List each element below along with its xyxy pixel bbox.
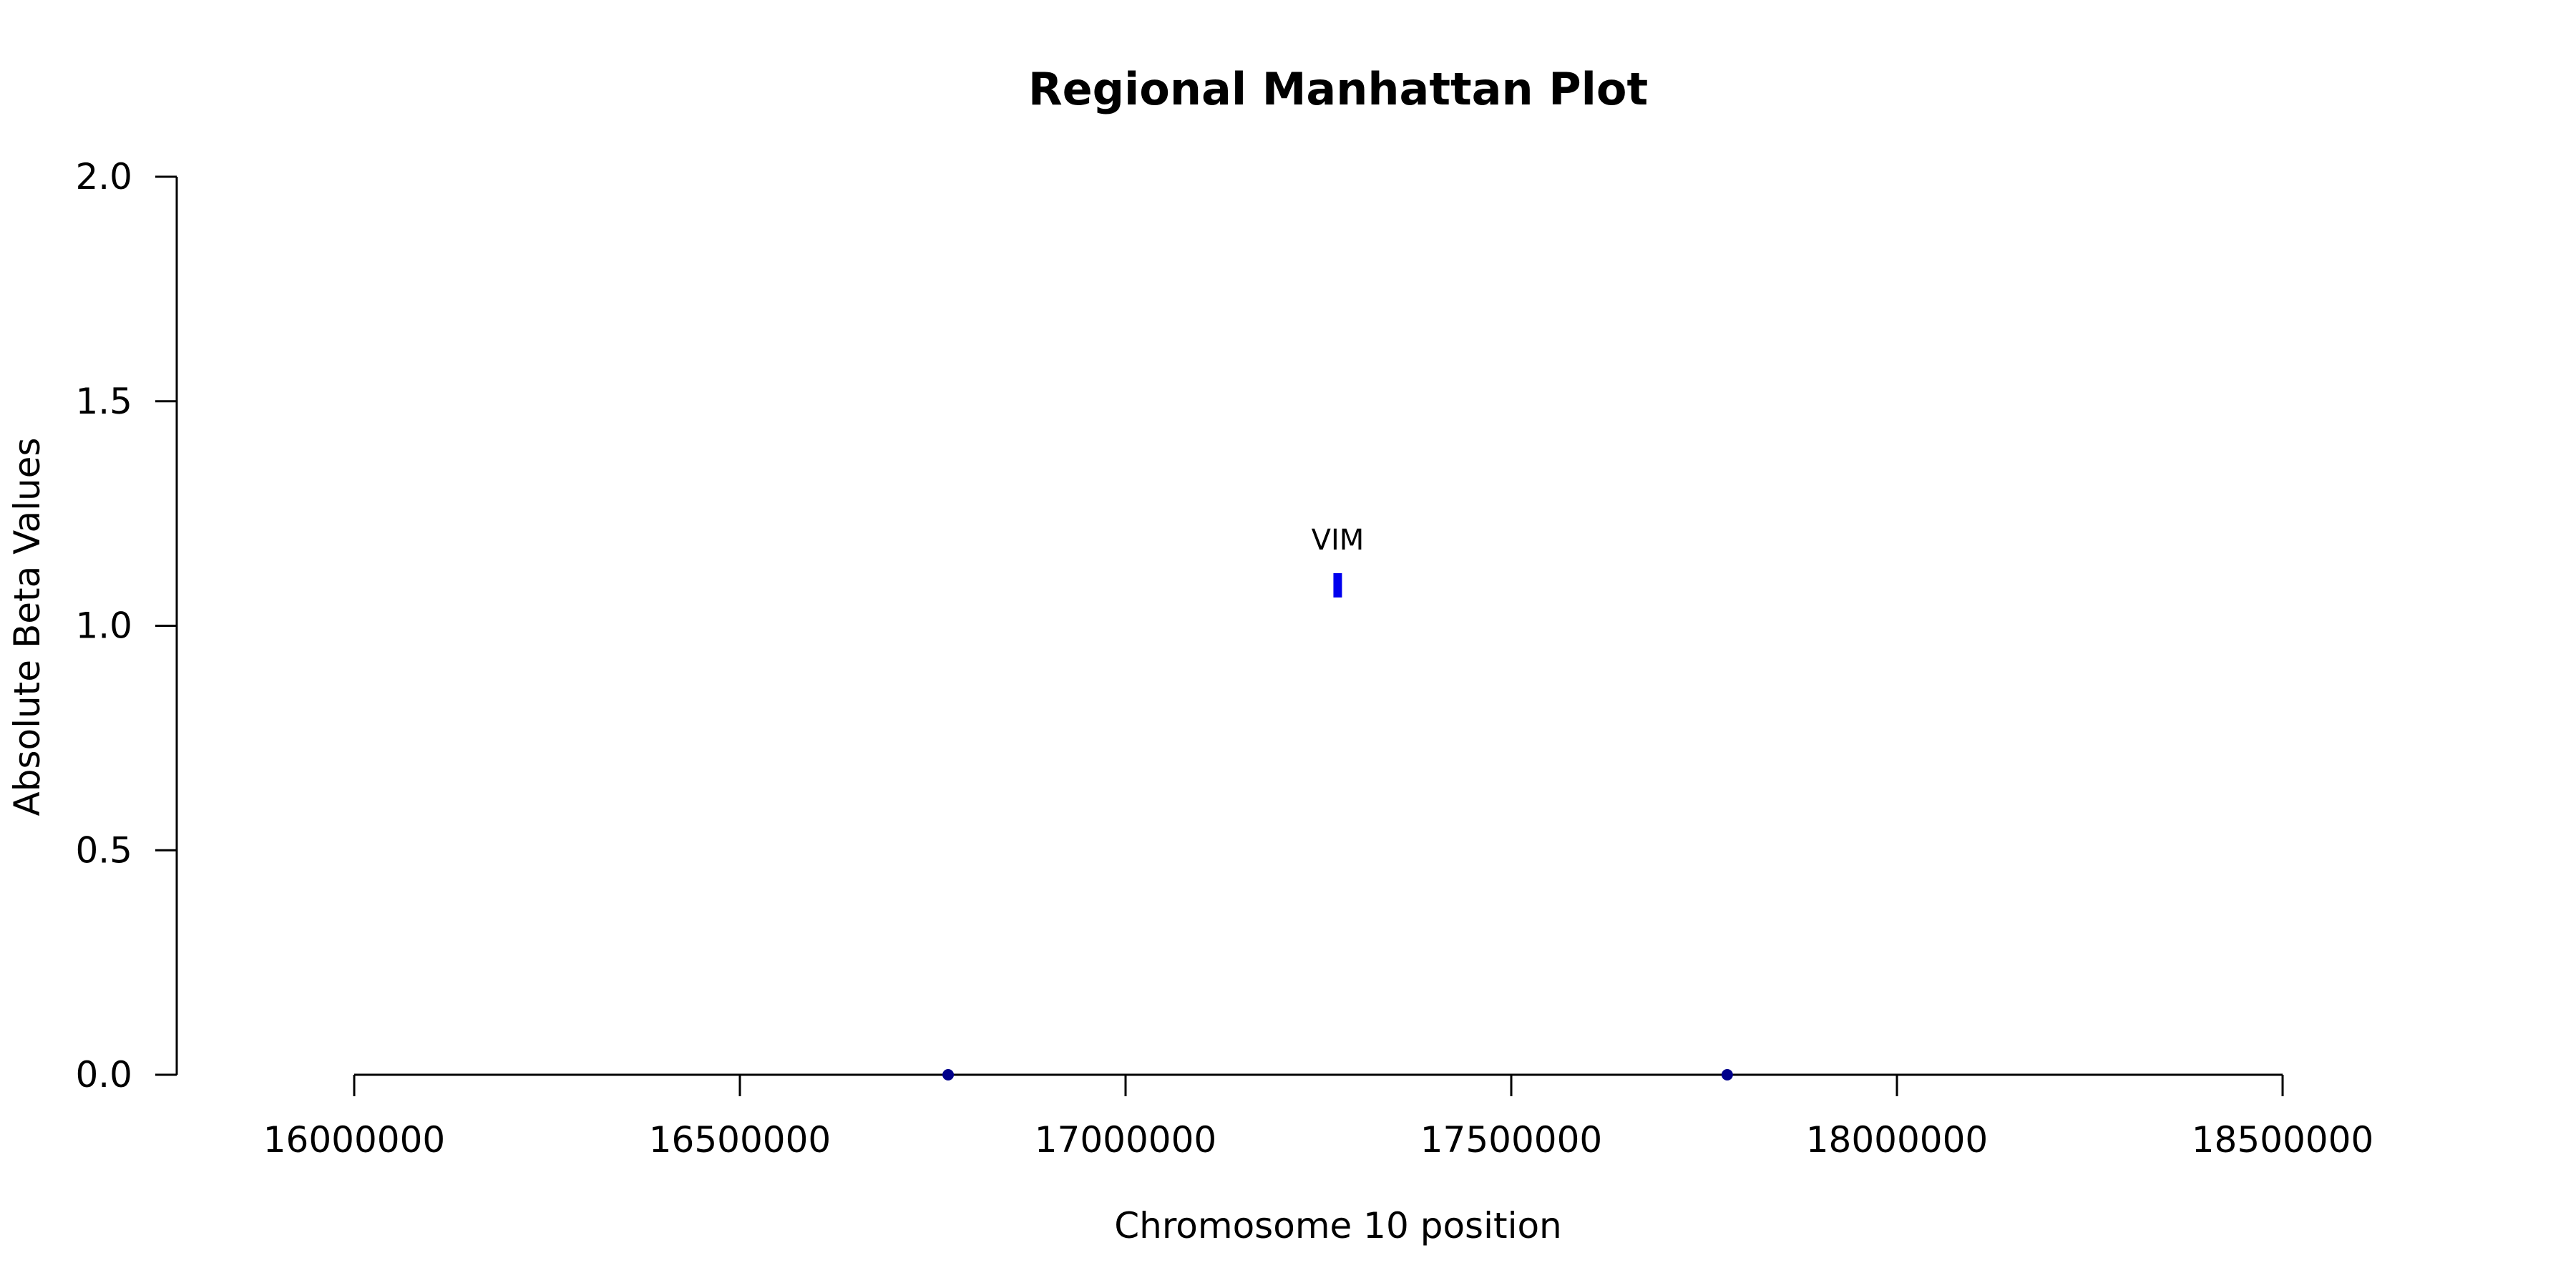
data-point [942, 1069, 955, 1080]
chart-title: Regional Manhattan Plot [1028, 63, 1648, 115]
x-axis-label: Chromosome 10 position [1114, 1205, 1562, 1246]
x-axis: 16000000 16500000 17000000 17500000 18000000… [263, 1073, 2374, 1161]
x-tick-label: 18000000 [1806, 1119, 1989, 1161]
x-tick-label: 16500000 [649, 1119, 831, 1161]
y-axis: 0.0 0.5 1.0 1.5 2.0 [75, 156, 178, 1096]
y-tick-label: 2.0 [75, 156, 132, 197]
data-point [1721, 1069, 1733, 1080]
data-points: VIM [942, 524, 1733, 1080]
x-tick-label: 16000000 [263, 1119, 446, 1161]
y-tick-label: 0.5 [75, 829, 132, 871]
x-tick-label: 18500000 [2192, 1119, 2374, 1161]
x-tick-label: 17500000 [1420, 1119, 1603, 1161]
y-axis-label: Absolute Beta Values [6, 438, 48, 816]
y-tick-label: 0.0 [75, 1054, 132, 1096]
x-tick-label: 17000000 [1035, 1119, 1217, 1161]
y-tick-label: 1.0 [75, 605, 132, 647]
point-annotation: VIM [1312, 524, 1365, 557]
y-tick-label: 1.5 [75, 381, 132, 422]
data-point-marker [1333, 573, 1342, 598]
